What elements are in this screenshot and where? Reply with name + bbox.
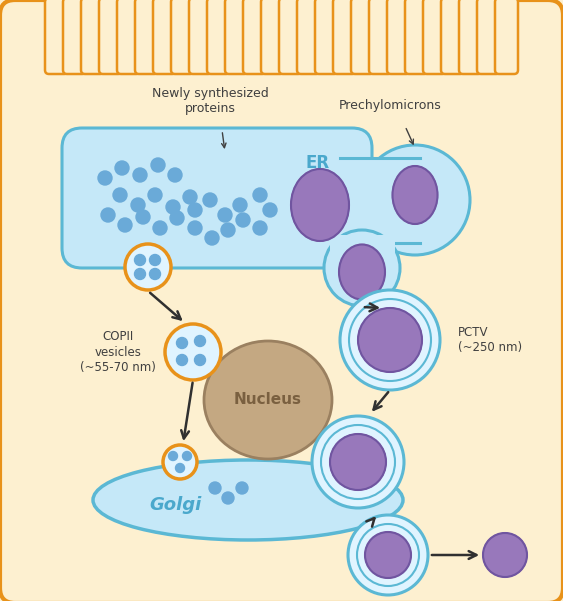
Circle shape (263, 203, 277, 217)
Circle shape (101, 208, 115, 222)
FancyBboxPatch shape (459, 0, 482, 74)
Circle shape (183, 190, 197, 204)
Circle shape (182, 451, 191, 460)
FancyBboxPatch shape (423, 0, 446, 74)
Text: PCTV
(~250 nm): PCTV (~250 nm) (458, 326, 522, 354)
FancyBboxPatch shape (441, 0, 464, 74)
FancyBboxPatch shape (477, 0, 500, 74)
FancyBboxPatch shape (63, 0, 86, 74)
Circle shape (221, 223, 235, 237)
Circle shape (150, 254, 160, 266)
FancyBboxPatch shape (45, 0, 68, 74)
FancyBboxPatch shape (117, 0, 140, 74)
Circle shape (176, 355, 187, 365)
Circle shape (360, 145, 470, 255)
FancyBboxPatch shape (189, 0, 212, 74)
Circle shape (168, 168, 182, 182)
Circle shape (148, 188, 162, 202)
Circle shape (340, 290, 440, 390)
FancyBboxPatch shape (387, 0, 410, 74)
Circle shape (98, 171, 112, 185)
Circle shape (150, 269, 160, 279)
Circle shape (176, 338, 187, 349)
Circle shape (115, 161, 129, 175)
Ellipse shape (204, 341, 332, 459)
Circle shape (125, 244, 171, 290)
FancyBboxPatch shape (153, 0, 176, 74)
Circle shape (194, 355, 205, 365)
FancyBboxPatch shape (81, 0, 104, 74)
FancyBboxPatch shape (171, 0, 194, 74)
Circle shape (348, 515, 428, 595)
Circle shape (165, 324, 221, 380)
Ellipse shape (339, 245, 385, 299)
FancyBboxPatch shape (261, 0, 284, 74)
FancyBboxPatch shape (225, 0, 248, 74)
Text: Newly synthesized
proteins: Newly synthesized proteins (151, 87, 269, 115)
Circle shape (135, 269, 145, 279)
Circle shape (218, 208, 232, 222)
FancyBboxPatch shape (62, 128, 372, 268)
Circle shape (209, 482, 221, 494)
Circle shape (349, 299, 431, 381)
FancyBboxPatch shape (315, 0, 338, 74)
Circle shape (188, 203, 202, 217)
FancyBboxPatch shape (99, 0, 122, 74)
Circle shape (222, 492, 234, 504)
Ellipse shape (291, 169, 349, 241)
Circle shape (133, 168, 147, 182)
Circle shape (236, 482, 248, 494)
Circle shape (330, 434, 386, 490)
Text: ER: ER (306, 154, 330, 172)
Circle shape (253, 221, 267, 235)
Circle shape (168, 451, 177, 460)
Circle shape (233, 198, 247, 212)
Circle shape (324, 230, 400, 306)
FancyBboxPatch shape (340, 158, 420, 243)
Circle shape (163, 445, 197, 479)
Circle shape (365, 532, 411, 578)
Circle shape (483, 533, 527, 577)
Circle shape (176, 463, 185, 472)
Text: Nucleus: Nucleus (234, 392, 302, 407)
Circle shape (136, 210, 150, 224)
Circle shape (151, 158, 165, 172)
Text: Golgi: Golgi (149, 496, 201, 514)
FancyBboxPatch shape (495, 0, 518, 74)
Circle shape (188, 221, 202, 235)
FancyBboxPatch shape (369, 0, 392, 74)
FancyBboxPatch shape (243, 0, 266, 74)
Circle shape (166, 200, 180, 214)
FancyBboxPatch shape (297, 0, 320, 74)
FancyBboxPatch shape (333, 0, 356, 74)
Circle shape (205, 231, 219, 245)
Circle shape (203, 193, 217, 207)
Circle shape (118, 218, 132, 232)
Circle shape (358, 308, 422, 372)
Circle shape (113, 188, 127, 202)
Circle shape (253, 188, 267, 202)
Circle shape (135, 254, 145, 266)
Text: COPII
vesicles
(~55-70 nm): COPII vesicles (~55-70 nm) (80, 331, 156, 373)
Circle shape (357, 524, 419, 586)
Text: Prechylomicrons: Prechylomicrons (338, 99, 441, 112)
Ellipse shape (392, 166, 437, 224)
Circle shape (131, 198, 145, 212)
Circle shape (321, 425, 395, 499)
FancyBboxPatch shape (405, 0, 428, 74)
FancyBboxPatch shape (351, 0, 374, 74)
Circle shape (236, 213, 250, 227)
FancyBboxPatch shape (330, 235, 395, 255)
FancyBboxPatch shape (279, 0, 302, 74)
Circle shape (194, 335, 205, 347)
Ellipse shape (93, 460, 403, 540)
Circle shape (153, 221, 167, 235)
Circle shape (170, 211, 184, 225)
FancyBboxPatch shape (207, 0, 230, 74)
FancyBboxPatch shape (135, 0, 158, 74)
Circle shape (312, 416, 404, 508)
